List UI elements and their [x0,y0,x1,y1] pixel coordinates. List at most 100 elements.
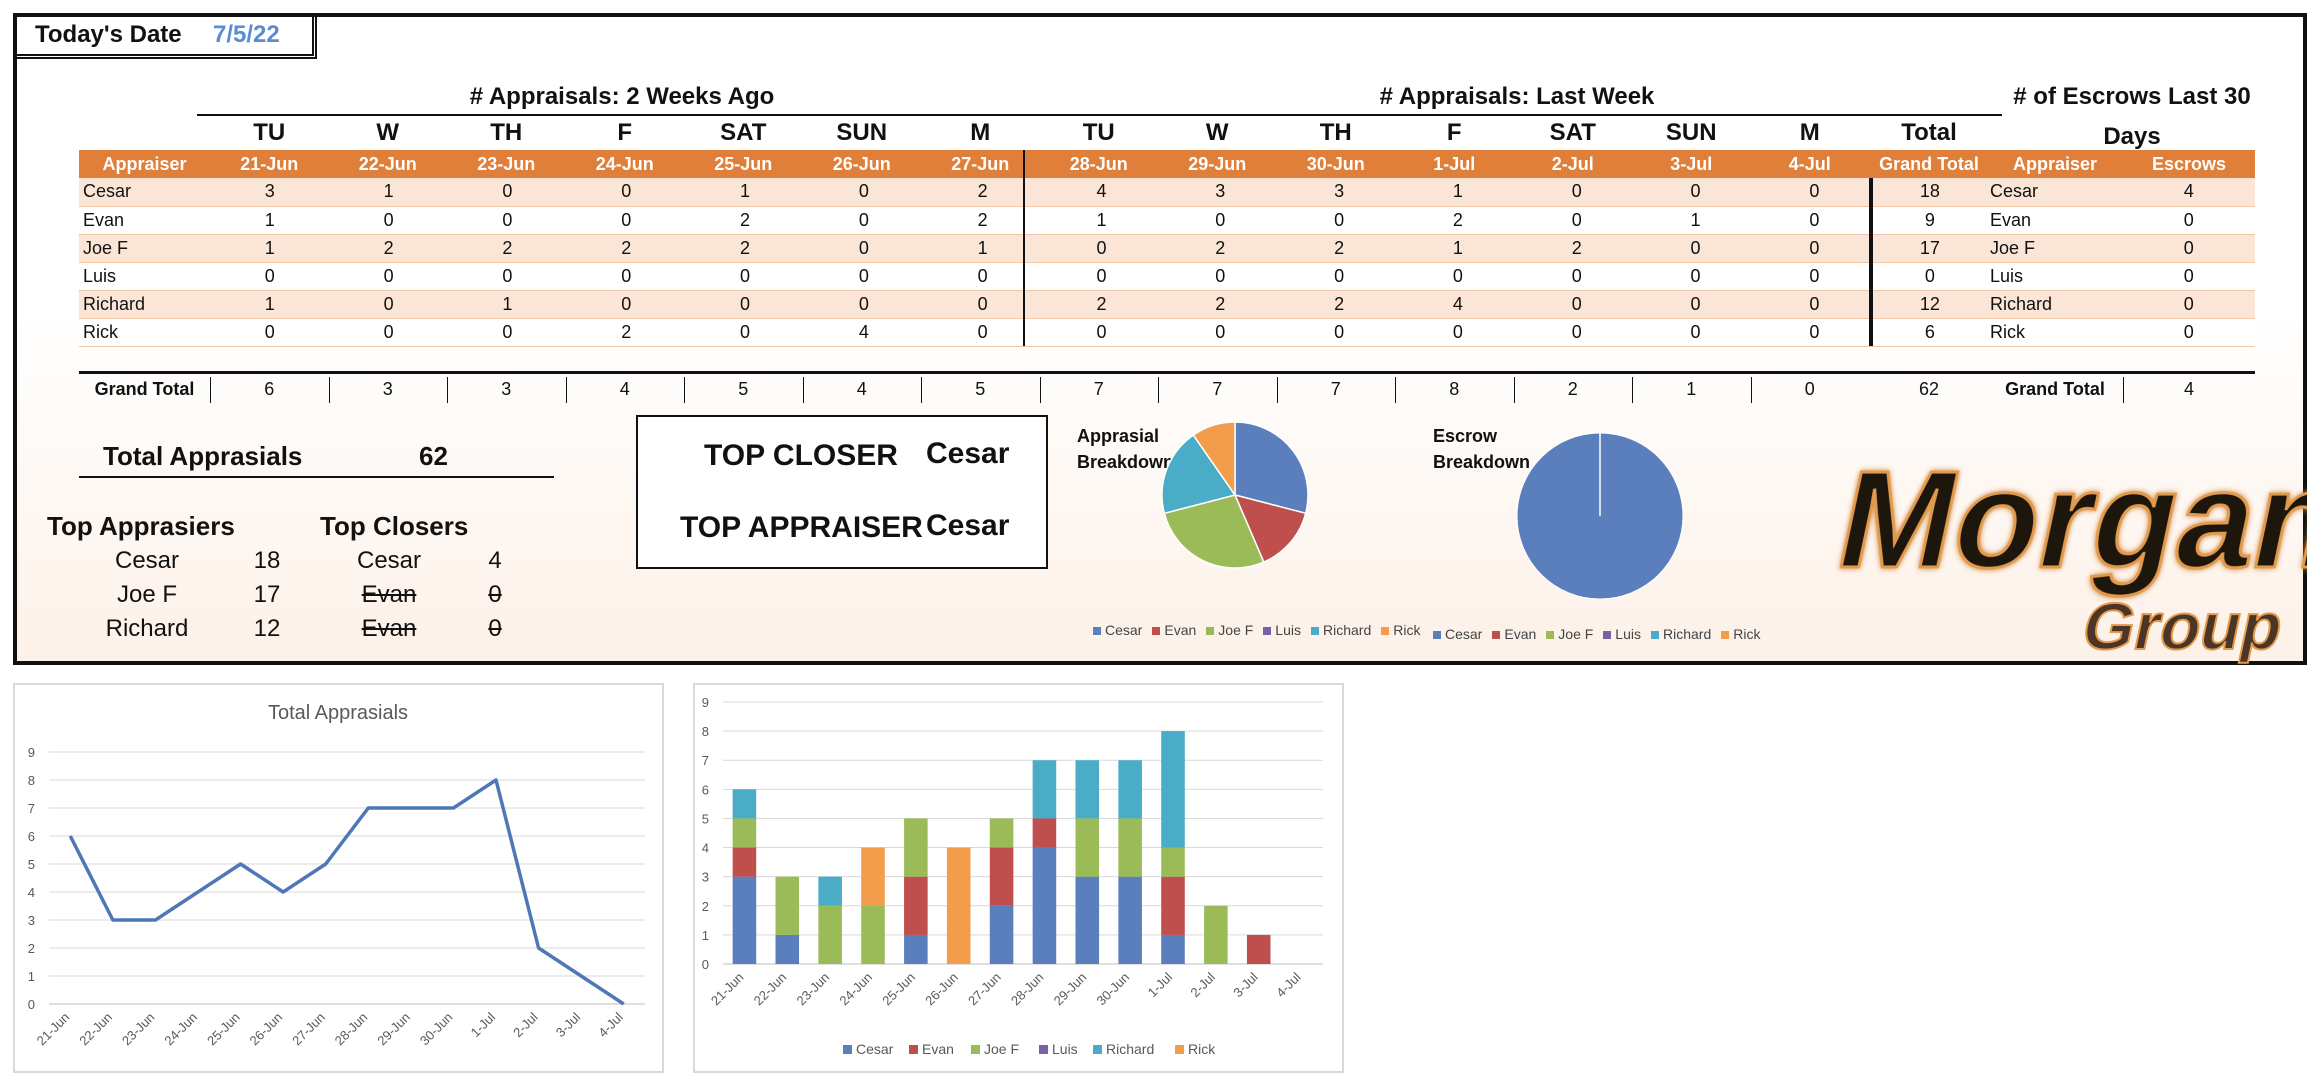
escrow-count: 0 [2122,318,2255,347]
escrows-title: # of Escrows Last 30 Days [2013,83,2251,150]
grand-total-value: 3 [382,379,393,399]
appraisal-count: 0 [1636,234,1755,263]
top-appraisers-title: Top Apprasiers [47,511,235,541]
y-tick-label: 2 [702,899,709,914]
bar-segment [989,905,1014,964]
grand-total-separator [1039,377,1041,403]
legend-swatch [1152,626,1161,635]
top-closers-title: Top Closers [320,511,469,541]
grand-total-separator [210,377,211,403]
bar-segment [1118,818,1142,877]
appraisal-count: 0 [1398,318,1518,347]
grand-total-label: Grand Total [94,379,195,399]
top-closer-name: Evan [361,581,417,608]
bar-segment [775,934,800,964]
y-tick-label: 9 [702,695,709,710]
stacked-bar-chart: 0 1 2 3 4 5 6 7 8 9 21-Jun 22-Jun 23-Jun 24-Jun 25-Jun… [702,695,1323,1057]
appraisal-count: 0 [447,206,567,235]
y-tick-label: 0 [702,957,709,972]
appraisal-count: 2 [685,234,805,263]
legend-label: Cesar [856,1041,894,1057]
legend-label: Evan [922,1041,954,1057]
grand-total-sum: 62 [1918,379,1940,399]
appraisal-count: 0 [210,318,330,347]
appraisal-count: 3 [210,178,330,207]
x-tick-label: 27-Jun [965,970,1004,1009]
dashboard-panel: Today's Date 7/5/22 # Appraisals: 2 Week… [13,13,2307,665]
legend-swatch [909,1045,918,1054]
grand-total-value: 7 [1330,379,1341,399]
top-closer-value: 0 [488,615,502,642]
appraisal-count: 4 [1398,290,1518,319]
bar-segment [989,847,1014,906]
bar-segment [732,789,757,819]
appraisal-count: 1 [210,206,330,235]
bar-segment [904,876,928,935]
bar-segment [1075,876,1100,964]
logo-text-group: Group [2076,591,2290,664]
x-tick-label: 24-Jun [836,970,875,1009]
appraisal-count: 0 [1160,206,1280,235]
appraiser-name: Evan [79,206,211,235]
appraisal-count: 0 [1042,318,1161,347]
legend-swatch [843,1045,852,1054]
escrow-count: 0 [2122,262,2255,291]
date-value: 7/5/22 [213,21,280,48]
top-appraiser-name: Cesar [114,547,180,574]
legend-label: Rick [1733,626,1761,642]
table-header-row: Appraiser 21-Jun 22-Jun 23-Jun 24-Jun 25-Jun 2… [79,150,2255,178]
appraisal-count: 0 [1754,178,1874,207]
grand-total-rule [79,371,2255,374]
y-tick-label: 3 [702,870,709,885]
top-closer-value: 4 [488,547,502,574]
legend-item: Rick [1371,622,1420,638]
grand-total-separator [1158,377,1159,403]
appraisal-count: 1 [923,234,1043,263]
legend-label: Richard [1322,622,1372,638]
legend-swatch [1546,630,1555,639]
bar-segment [732,847,757,877]
legend-swatch [1206,626,1215,635]
grand-total-escrow-label: Grand Total [2005,379,2105,399]
legend-label: Luis [1052,1041,1078,1057]
escrow-pie-title: Escrow Breakdown [1433,423,1530,475]
top-closer-value: Cesar [926,437,1010,470]
appraisal-count: 0 [1754,206,1874,235]
appraisal-count: 1 [210,290,330,319]
appraisal-count: 0 [1517,206,1637,235]
appraisal-count: 0 [685,318,805,347]
appraisal-pie-title: Apprasial Breakdown [1077,423,1174,475]
col-header-date: 30-Jun [1306,154,1365,174]
grand-total-separator [1395,377,1396,403]
appraisal-count: 2 [1279,234,1399,263]
x-tick-label: 29-Jun [374,1010,413,1049]
legend-swatch [1603,630,1612,639]
y-tick-label: 7 [702,753,709,768]
appraisal-count: 0 [1279,318,1399,347]
appraisal-count: 1 [1398,178,1518,207]
appraisal-count: 2 [1279,290,1399,319]
grand-total-separator [684,377,685,403]
appraisal-count: 0 [447,262,567,291]
appraisal-count: 1 [1042,206,1161,235]
bar-segment [861,847,885,906]
pie-slice [1233,493,1307,564]
y-tick-label: 1 [28,969,35,984]
grand-total-separator [1632,377,1633,403]
bar-segment [1118,760,1142,819]
grand-total-separator [447,377,448,403]
x-tick-label: 25-Jun [879,970,918,1009]
line-chart-title: Total Apprasials [268,702,408,724]
logo-text-morgan: Morgan [1826,449,2307,597]
grand-total-value: 4 [619,379,630,399]
appraiser-name: Rick [79,318,211,347]
appraisal-count: 0 [566,178,686,207]
legend-label: Joe F [1218,622,1254,638]
appraisal-count: 0 [685,262,805,291]
day-label: TH [490,119,523,146]
grand-total-separator [1750,377,1752,403]
legend-swatch [971,1045,980,1054]
week-divider [1023,150,1025,346]
x-tick-label: 29-Jun [1051,970,1090,1009]
grand-total-separator [2123,377,2124,403]
